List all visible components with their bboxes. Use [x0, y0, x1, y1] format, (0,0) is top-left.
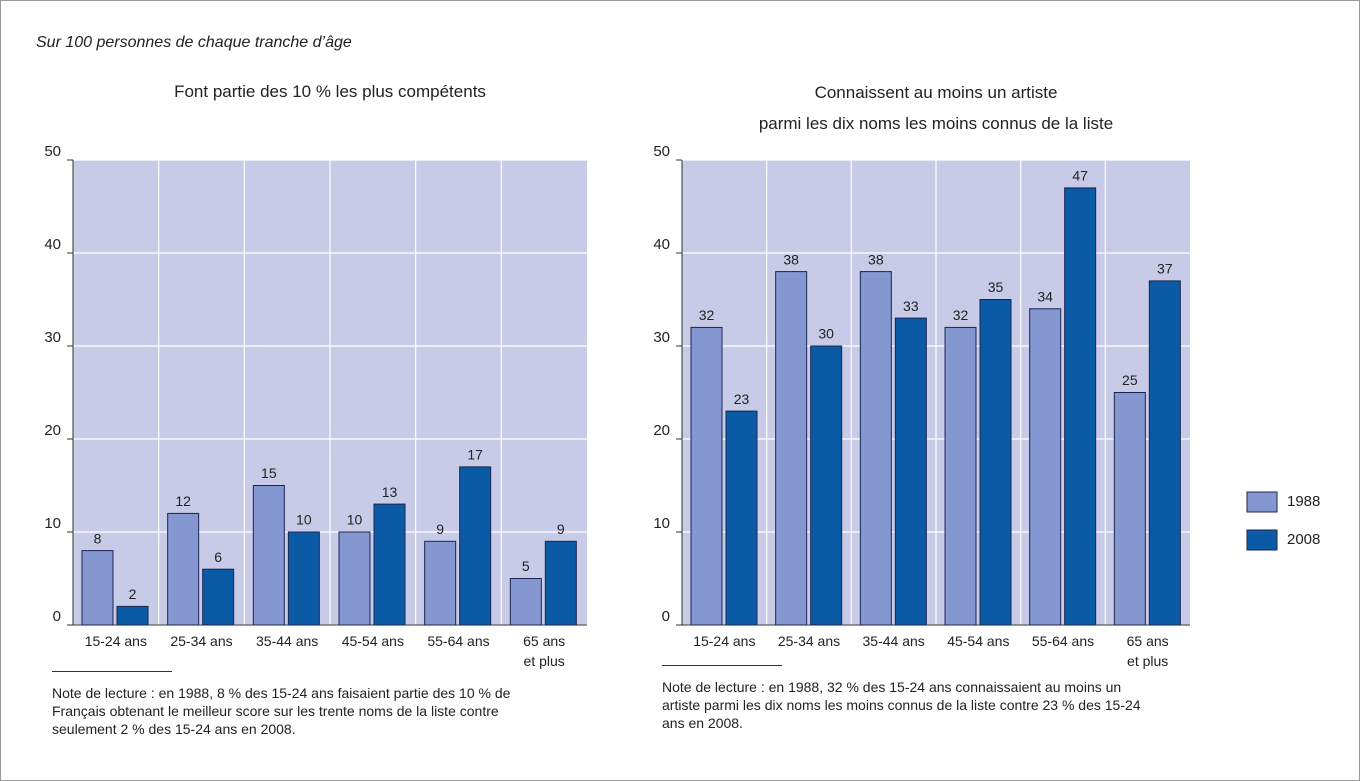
value-label: 37	[1157, 261, 1173, 277]
x-tick-label: 55-64 ans	[1031, 633, 1095, 649]
bar	[1064, 187, 1097, 626]
value-label: 38	[868, 251, 884, 267]
value-label: 32	[953, 307, 969, 323]
bar	[459, 466, 492, 626]
value-label: 8	[94, 530, 102, 546]
y-tick-label: 10	[653, 515, 670, 532]
bar	[1148, 280, 1181, 626]
bar	[810, 345, 843, 626]
value-label: 30	[818, 326, 834, 342]
bar	[252, 485, 285, 626]
chart-title: Connaissent au moins un artiste parmi le…	[758, 83, 1114, 133]
y-tick-label: 30	[653, 329, 670, 346]
value-label: 17	[467, 447, 483, 463]
value-label: 9	[436, 521, 444, 537]
value-label: 13	[382, 484, 398, 500]
bar	[690, 326, 723, 626]
value-label: 10	[347, 512, 363, 528]
value-label: 5	[522, 558, 530, 574]
bar	[167, 512, 200, 626]
x-tick-label: 25-34 ans	[170, 633, 233, 649]
bar	[979, 299, 1012, 626]
value-label: 35	[988, 279, 1004, 295]
y-tick-label: 40	[44, 236, 61, 253]
x-tick-label: 65 ans et plus	[1126, 633, 1169, 669]
x-tick-label: 35-44 ans	[256, 633, 319, 649]
note-rule	[662, 665, 782, 666]
value-label: 10	[296, 512, 312, 528]
bar	[202, 568, 235, 626]
chart-title: Font partie des 10 % les plus compétents	[174, 82, 486, 101]
x-tick-label: 25-34 ans	[777, 633, 841, 649]
bar	[338, 531, 371, 626]
x-tick-label: 55-64 ans	[427, 633, 490, 649]
bar	[775, 271, 808, 626]
value-label: 15	[261, 465, 277, 481]
value-label: 12	[175, 493, 191, 509]
y-tick-label: 40	[653, 236, 670, 253]
bar	[859, 271, 892, 626]
y-tick-label: 0	[53, 608, 61, 625]
value-label: 23	[734, 391, 750, 407]
value-label: 2	[129, 586, 137, 602]
x-tick-label: 45-54 ans	[947, 633, 1010, 649]
bar	[373, 503, 406, 626]
bar	[544, 540, 577, 626]
y-tick-label: 30	[44, 329, 61, 346]
x-tick-label: 35-44 ans	[862, 633, 925, 649]
x-tick-label: 15-24 ans	[693, 633, 756, 649]
bar	[1113, 392, 1146, 626]
legend-swatch	[1246, 529, 1278, 551]
legend-label: 1988	[1287, 493, 1320, 510]
y-tick-label: 10	[44, 515, 61, 532]
value-label: 33	[903, 298, 919, 314]
legend-label: 2008	[1287, 531, 1320, 548]
y-tick-label: 0	[662, 608, 670, 625]
note: Note de lecture : en 1988, 32 % des 15-2…	[662, 679, 1141, 731]
bar	[509, 578, 542, 626]
bar	[287, 531, 320, 626]
y-tick-label: 20	[653, 422, 670, 439]
subtitle: Sur 100 personnes de chaque tranche d’âg…	[36, 34, 352, 51]
y-tick-label: 50	[44, 143, 61, 160]
bar	[81, 550, 114, 626]
note-rule	[52, 671, 172, 672]
value-label: 34	[1037, 289, 1053, 305]
bar	[725, 410, 758, 626]
value-label: 47	[1072, 168, 1088, 184]
bar	[894, 317, 927, 626]
value-label: 38	[783, 251, 799, 267]
x-tick-label: 15-24 ans	[84, 633, 147, 649]
y-tick-label: 20	[44, 422, 61, 439]
bar	[1029, 308, 1062, 626]
note: Note de lecture : en 1988, 8 % des 15-24…	[52, 685, 511, 737]
bar	[116, 605, 149, 626]
legend-swatch	[1246, 491, 1278, 513]
value-label: 32	[699, 307, 715, 323]
value-label: 6	[214, 549, 222, 565]
bar	[944, 326, 977, 626]
y-tick-label: 50	[653, 143, 670, 160]
value-label: 25	[1122, 372, 1138, 388]
bar	[424, 540, 457, 626]
x-tick-label: 45-54 ans	[341, 633, 404, 649]
x-tick-label: 65 ans et plus	[523, 633, 566, 669]
value-label: 9	[557, 521, 565, 537]
